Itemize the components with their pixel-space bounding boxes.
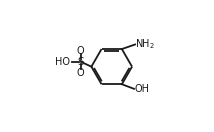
Text: O: O bbox=[77, 68, 85, 78]
Text: OH: OH bbox=[134, 84, 149, 94]
Text: O: O bbox=[77, 46, 85, 56]
Text: S: S bbox=[77, 57, 84, 67]
Text: HO: HO bbox=[55, 57, 70, 67]
Text: NH$_2$: NH$_2$ bbox=[135, 38, 155, 51]
